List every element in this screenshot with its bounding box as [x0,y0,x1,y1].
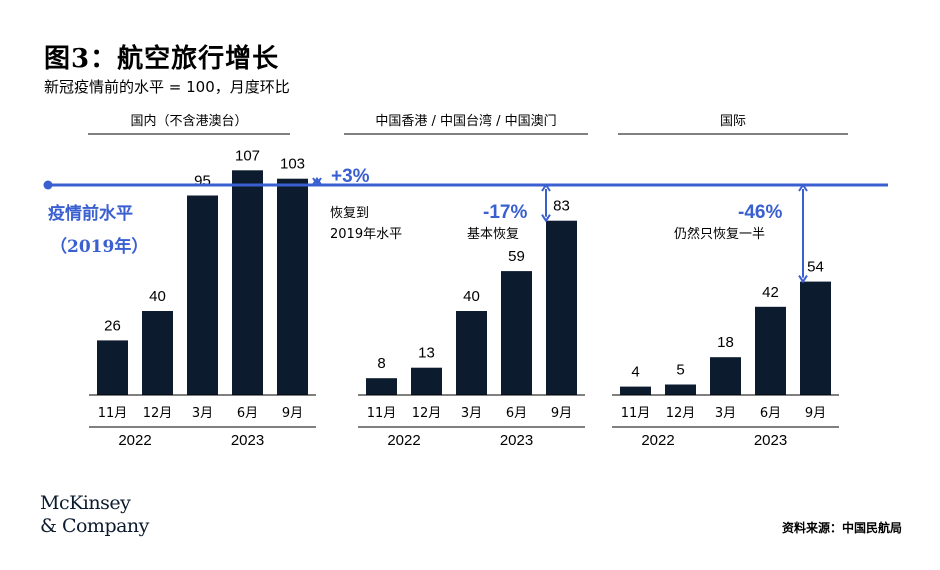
data-label: 42 [762,284,779,301]
logo-line-2: & Company [40,515,149,537]
x-tick-label: 6月 [760,406,781,421]
bar [546,220,577,395]
annotation-text: 仍然只恢复一半 [674,226,765,242]
data-label: 13 [418,345,435,362]
bar [665,384,696,395]
bar [710,357,741,395]
baseline-label: 疫情前水平 [48,203,133,224]
data-label: 26 [104,317,121,334]
change-label: +3% [331,166,370,187]
year-label: 2023 [500,432,533,449]
x-tick-label: 12月 [666,406,696,421]
bar [755,306,786,395]
data-label: 95 [194,173,211,190]
bar [411,367,442,395]
bar [277,178,308,395]
change-label: -17% [483,202,527,223]
x-tick-label: 9月 [282,406,303,421]
page-subtitle: 新冠疫情前的水平 = 100，月度环比 [44,78,290,96]
mckinsey-logo: McKinsey & Company [40,492,149,538]
year-label: 2023 [231,432,264,449]
data-label: 59 [508,248,525,265]
logo-line-1: McKinsey [40,492,131,514]
x-tick-label: 11月 [367,406,397,421]
year-label: 2022 [118,432,151,449]
bar [232,170,263,395]
bar [187,195,218,395]
data-label: 8 [377,355,385,372]
annotation-text: 基本恢复 [467,227,519,242]
data-label: 4 [631,364,639,381]
change-label: -46% [738,202,782,223]
year-label: 2022 [641,432,674,449]
year-label: 2022 [387,432,420,449]
bar [620,386,651,395]
x-tick-label: 12月 [143,406,173,421]
x-tick-label: 6月 [506,406,527,421]
bar [366,378,397,395]
x-tick-label: 11月 [621,406,651,421]
x-tick-label: 9月 [805,406,826,421]
data-label: 40 [463,288,480,305]
bar [142,311,173,395]
bar [456,311,487,395]
bar [501,271,532,395]
source-note: 资料来源：中国民航局 [781,521,902,535]
annotation-text: 恢复到 [330,206,369,221]
x-tick-label: 3月 [715,406,736,421]
data-label: 5 [676,362,684,379]
data-label: 83 [553,198,570,215]
baseline-label-year: （2019年） [50,236,148,257]
x-tick-label: 6月 [237,406,258,421]
panel-title: 国内（不含港澳台） [130,113,247,129]
x-tick-label: 11月 [98,406,128,421]
x-tick-label: 3月 [461,406,482,421]
data-label: 107 [235,147,260,164]
x-tick-label: 9月 [551,406,572,421]
x-tick-label: 12月 [412,406,442,421]
data-label: 54 [807,259,824,276]
change-arrow-head-down [541,214,551,223]
bar [800,281,831,395]
annotation-text: 2019年水平 [330,227,402,242]
bar [97,340,128,395]
change-arrow-head-up [312,176,322,186]
data-label: 18 [717,334,734,351]
panel-title: 中国香港 / 中国台湾 / 中国澳门 [375,113,556,129]
change-arrow-head-down [798,275,808,284]
year-label: 2023 [754,432,787,449]
baseline-marker [43,180,53,190]
page-title: 图3：航空旅行增长 [44,44,280,74]
data-label: 103 [280,156,305,173]
panel-title: 国际 [720,114,746,129]
x-tick-label: 3月 [192,406,213,421]
data-label: 40 [149,288,166,305]
